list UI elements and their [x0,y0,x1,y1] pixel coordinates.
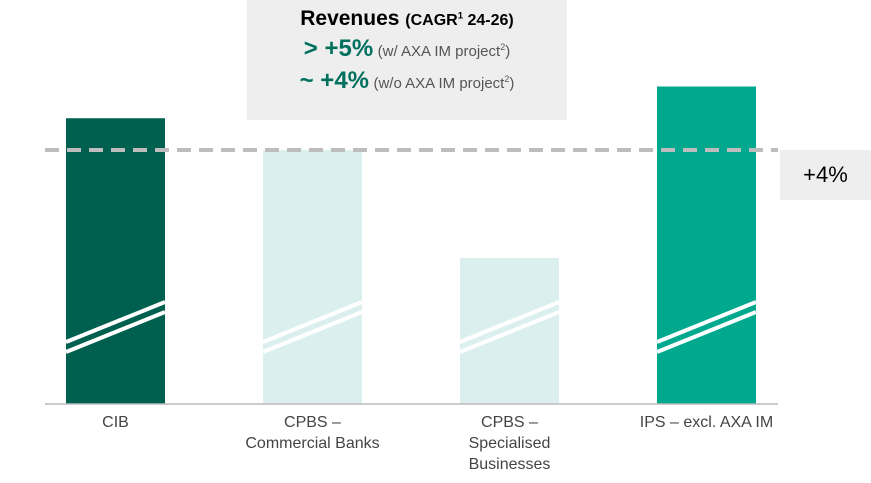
title-note: (CAGR1 24-26) [405,10,514,29]
title: Revenues [300,7,400,30]
title-line: Revenues (CAGR1 24-26) [247,7,567,31]
x-tick-label: CPBS – Commercial Banks [245,414,380,452]
note-sup: 1 [457,10,464,22]
annotation-value: ~ +4% [299,67,370,94]
annotation-note: (w/ AXA IM project2) [377,42,511,60]
bar [66,118,165,404]
note-sup: 2 [500,42,506,52]
x-tick-label: CIB [102,414,129,431]
note-end: ) [509,75,515,92]
axis-break [656,310,757,354]
x-tick-label: IPS – excl. AXA IM [639,414,774,431]
axis-break [459,310,560,354]
x-tick-label: CPBS – Specialised Businesses [468,414,551,473]
axis-break [65,300,166,344]
axis-break [262,310,363,354]
bar [657,86,756,404]
annotation: > +5% (w/ AXA IM project2) [247,35,567,63]
axis-break [262,300,363,344]
axis-break [656,300,757,344]
annotation: ~ +4% (w/o AXA IM project2) [247,67,567,95]
annotation-note: (w/o AXA IM project2) [373,74,515,92]
note: (CAGR [405,12,458,29]
note-sup: 2 [504,74,510,84]
header-box: Revenues (CAGR1 24-26) > +5% (w/ AXA IM … [247,0,567,120]
axis-break [65,310,166,354]
reference-label: +4% [780,150,871,200]
note-end: 24-26) [463,12,514,29]
note-text: (w/ AXA IM project [377,43,501,60]
note-end: ) [505,43,511,60]
annotations: > +5% (w/ AXA IM project2) ~ +4% (w/o AXA… [247,35,567,95]
note-text: (w/o AXA IM project [373,75,505,92]
bar [263,150,362,404]
axis-break [459,300,560,344]
annotation-value: > +5% [303,35,374,62]
